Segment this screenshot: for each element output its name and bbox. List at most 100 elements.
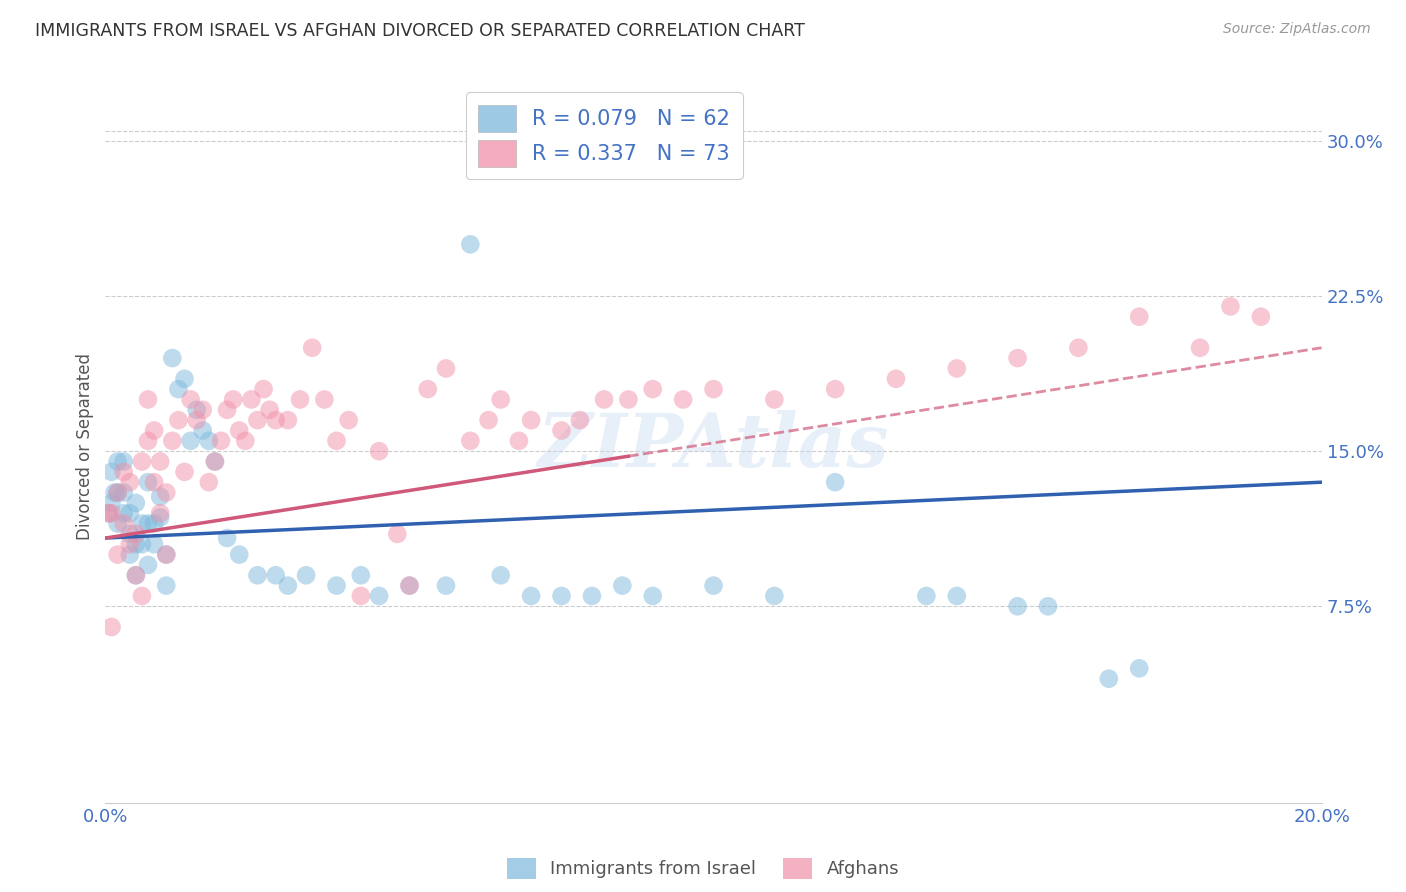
Point xyxy=(112,465,135,479)
Point xyxy=(1007,599,1029,614)
Point xyxy=(149,510,172,524)
Point xyxy=(112,516,135,531)
Point xyxy=(136,392,159,407)
Point xyxy=(1036,599,1059,614)
Point xyxy=(763,392,786,407)
Point xyxy=(125,568,148,582)
Point xyxy=(702,579,725,593)
Point xyxy=(97,506,120,520)
Point xyxy=(162,351,184,365)
Point xyxy=(100,506,122,520)
Point xyxy=(97,506,120,520)
Point xyxy=(458,237,481,252)
Point xyxy=(209,434,232,448)
Point xyxy=(136,558,159,572)
Point xyxy=(198,434,221,448)
Point xyxy=(143,516,166,531)
Text: IMMIGRANTS FROM ISRAEL VS AFGHAN DIVORCED OR SEPARATED CORRELATION CHART: IMMIGRANTS FROM ISRAEL VS AFGHAN DIVORCE… xyxy=(35,22,806,40)
Point xyxy=(945,361,967,376)
Point xyxy=(489,392,512,407)
Point xyxy=(1067,341,1090,355)
Point xyxy=(398,579,420,593)
Point xyxy=(217,402,239,417)
Point xyxy=(1188,341,1211,355)
Point xyxy=(1128,310,1150,324)
Point xyxy=(118,548,141,562)
Point xyxy=(824,382,846,396)
Point xyxy=(641,589,664,603)
Point xyxy=(191,424,214,438)
Legend: R = 0.079   N = 62, R = 0.337   N = 73: R = 0.079 N = 62, R = 0.337 N = 73 xyxy=(465,93,742,179)
Point xyxy=(125,527,148,541)
Point xyxy=(186,402,208,417)
Point xyxy=(143,537,166,551)
Point xyxy=(149,506,172,520)
Point xyxy=(149,454,172,468)
Point xyxy=(1250,310,1272,324)
Point xyxy=(112,485,135,500)
Point xyxy=(118,475,141,490)
Point xyxy=(136,475,159,490)
Point xyxy=(167,413,190,427)
Point xyxy=(155,485,177,500)
Text: Source: ZipAtlas.com: Source: ZipAtlas.com xyxy=(1223,22,1371,37)
Point xyxy=(246,568,269,582)
Point xyxy=(1098,672,1121,686)
Point xyxy=(107,485,129,500)
Y-axis label: Divorced or Separated: Divorced or Separated xyxy=(76,352,94,540)
Point xyxy=(136,516,159,531)
Point xyxy=(107,548,129,562)
Point xyxy=(350,589,373,603)
Point xyxy=(107,516,129,531)
Point xyxy=(824,475,846,490)
Point xyxy=(252,382,274,396)
Point xyxy=(277,413,299,427)
Point xyxy=(233,434,256,448)
Point xyxy=(550,589,572,603)
Point xyxy=(204,454,226,468)
Point xyxy=(387,527,409,541)
Point xyxy=(581,589,603,603)
Text: ZIPAtlas: ZIPAtlas xyxy=(537,409,890,483)
Point xyxy=(131,589,153,603)
Point xyxy=(191,402,214,417)
Point xyxy=(520,589,543,603)
Point xyxy=(350,568,373,582)
Point xyxy=(125,568,148,582)
Point xyxy=(763,589,786,603)
Point xyxy=(398,579,420,593)
Point xyxy=(143,475,166,490)
Point xyxy=(131,537,153,551)
Point xyxy=(222,392,245,407)
Point xyxy=(301,341,323,355)
Point xyxy=(107,485,129,500)
Point xyxy=(155,548,177,562)
Point xyxy=(131,454,153,468)
Point xyxy=(641,382,664,396)
Point xyxy=(593,392,616,407)
Point xyxy=(672,392,695,407)
Point xyxy=(489,568,512,582)
Point xyxy=(149,490,172,504)
Point xyxy=(217,531,239,545)
Point xyxy=(325,434,347,448)
Point xyxy=(112,454,135,468)
Point xyxy=(173,372,195,386)
Point xyxy=(180,434,202,448)
Point xyxy=(314,392,336,407)
Point xyxy=(458,434,481,448)
Point xyxy=(915,589,938,603)
Point xyxy=(186,413,208,427)
Point xyxy=(288,392,311,407)
Point xyxy=(246,413,269,427)
Point xyxy=(508,434,530,448)
Point xyxy=(1219,299,1241,313)
Point xyxy=(155,579,177,593)
Point xyxy=(568,413,591,427)
Point xyxy=(173,465,195,479)
Point xyxy=(162,434,184,448)
Point xyxy=(118,527,141,541)
Point xyxy=(617,392,640,407)
Point xyxy=(180,392,202,407)
Point xyxy=(167,382,190,396)
